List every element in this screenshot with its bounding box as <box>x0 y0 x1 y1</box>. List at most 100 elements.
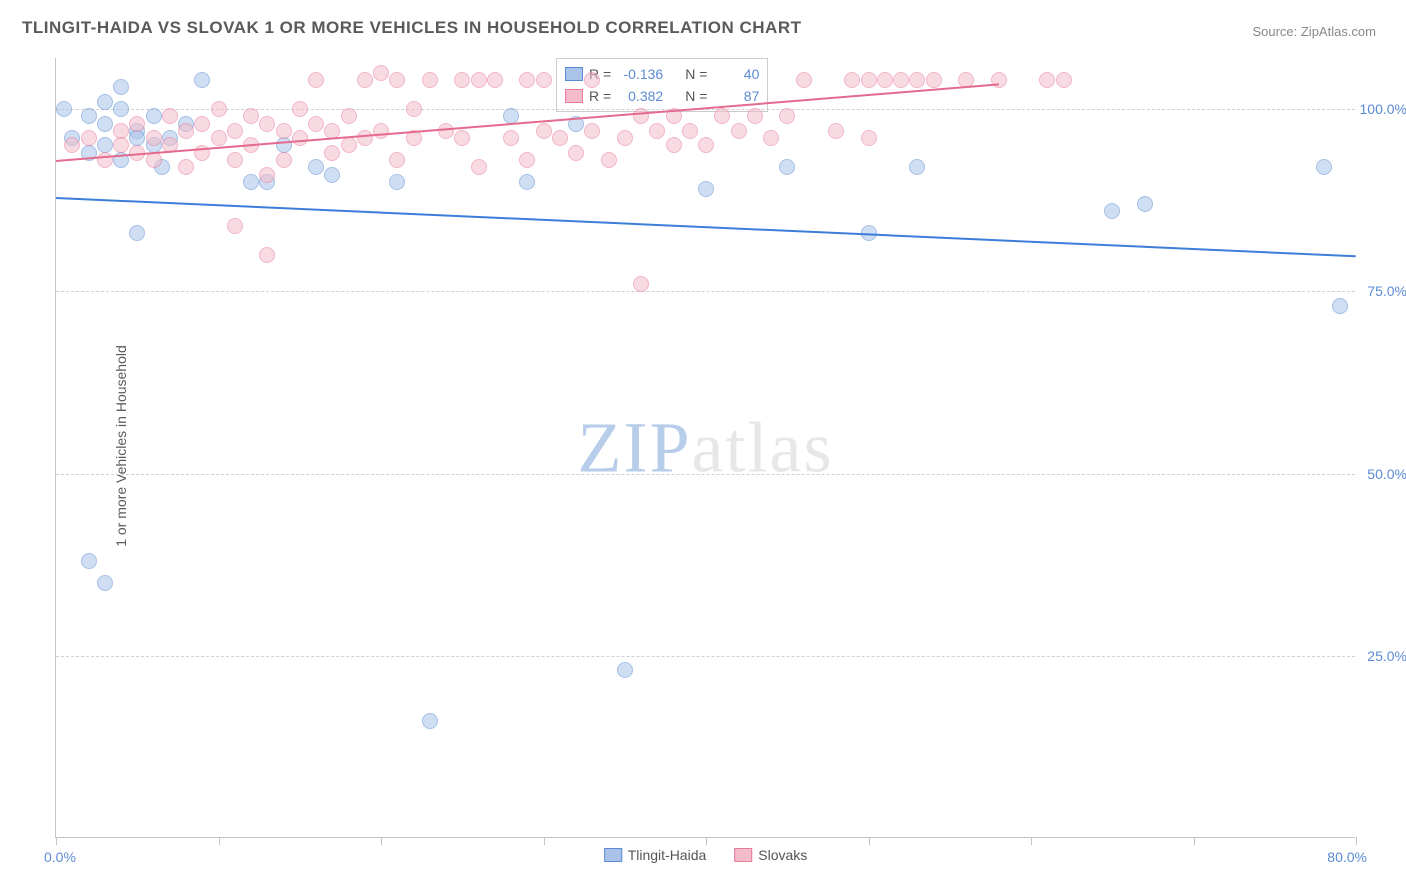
data-point <box>633 276 649 292</box>
data-point <box>487 72 503 88</box>
data-point <box>113 101 129 117</box>
data-point <box>259 167 275 183</box>
data-point <box>146 108 162 124</box>
data-point <box>779 159 795 175</box>
data-point <box>503 130 519 146</box>
data-point <box>81 130 97 146</box>
data-point <box>926 72 942 88</box>
data-point <box>373 65 389 81</box>
data-point <box>129 130 145 146</box>
data-point <box>649 123 665 139</box>
data-point <box>422 713 438 729</box>
data-point <box>422 72 438 88</box>
data-point <box>1056 72 1072 88</box>
data-point <box>438 123 454 139</box>
data-point <box>406 101 422 117</box>
r-value: 0.382 <box>617 88 663 104</box>
x-axis-max-label: 80.0% <box>1327 849 1367 865</box>
data-point <box>227 152 243 168</box>
series-legend: Tlingit-Haida Slovaks <box>604 847 808 863</box>
y-tick-label: 25.0% <box>1367 648 1406 664</box>
data-point <box>1316 159 1332 175</box>
data-point <box>324 145 340 161</box>
watermark-zip: ZIP <box>578 407 692 487</box>
data-point <box>243 108 259 124</box>
data-point <box>1137 196 1153 212</box>
legend-swatch <box>734 848 752 862</box>
data-point <box>536 123 552 139</box>
stats-legend-row: R =0.382N =87 <box>565 85 759 107</box>
data-point <box>666 137 682 153</box>
data-point <box>308 116 324 132</box>
x-tick <box>56 837 57 845</box>
trend-line <box>56 197 1356 257</box>
data-point <box>536 72 552 88</box>
data-point <box>308 159 324 175</box>
data-point <box>1104 203 1120 219</box>
data-point <box>1332 298 1348 314</box>
data-point <box>617 130 633 146</box>
data-point <box>698 181 714 197</box>
x-tick <box>381 837 382 845</box>
data-point <box>682 123 698 139</box>
data-point <box>844 72 860 88</box>
data-point <box>259 116 275 132</box>
data-point <box>373 123 389 139</box>
data-point <box>292 130 308 146</box>
source-value: ZipAtlas.com <box>1301 24 1376 39</box>
x-tick <box>544 837 545 845</box>
y-tick-label: 100.0% <box>1360 101 1406 117</box>
source-attribution: Source: ZipAtlas.com <box>1252 24 1376 39</box>
data-point <box>454 130 470 146</box>
data-point <box>146 130 162 146</box>
data-point <box>698 137 714 153</box>
y-tick-label: 75.0% <box>1367 283 1406 299</box>
data-point <box>861 130 877 146</box>
x-tick <box>1194 837 1195 845</box>
watermark-atlas: atlas <box>692 407 834 487</box>
data-point <box>471 72 487 88</box>
data-point <box>714 108 730 124</box>
data-point <box>308 72 324 88</box>
data-point <box>211 130 227 146</box>
data-point <box>633 108 649 124</box>
data-point <box>601 152 617 168</box>
data-point <box>519 72 535 88</box>
data-point <box>471 159 487 175</box>
gridline <box>56 291 1355 292</box>
data-point <box>389 174 405 190</box>
y-tick-label: 50.0% <box>1367 466 1406 482</box>
x-tick <box>869 837 870 845</box>
n-label: N = <box>685 88 707 104</box>
legend-label: Slovaks <box>758 847 807 863</box>
data-point <box>97 94 113 110</box>
legend-label: Tlingit-Haida <box>628 847 707 863</box>
chart-title: TLINGIT-HAIDA VS SLOVAK 1 OR MORE VEHICL… <box>22 18 802 38</box>
data-point <box>81 108 97 124</box>
data-point <box>113 137 129 153</box>
data-point <box>178 159 194 175</box>
data-point <box>617 662 633 678</box>
x-tick <box>219 837 220 845</box>
data-point <box>341 108 357 124</box>
data-point <box>584 72 600 88</box>
data-point <box>162 108 178 124</box>
data-point <box>276 123 292 139</box>
x-tick <box>706 837 707 845</box>
scatter-plot-area: ZIPatlas R =-0.136N =40R =0.382N =87 Tli… <box>55 58 1355 838</box>
n-value: 87 <box>713 88 759 104</box>
legend-swatch <box>604 848 622 862</box>
n-value: 40 <box>713 66 759 82</box>
data-point <box>1039 72 1055 88</box>
x-tick <box>1031 837 1032 845</box>
data-point <box>519 152 535 168</box>
data-point <box>194 116 210 132</box>
gridline <box>56 474 1355 475</box>
data-point <box>324 167 340 183</box>
x-axis-min-label: 0.0% <box>44 849 76 865</box>
data-point <box>552 130 568 146</box>
data-point <box>211 101 227 117</box>
data-point <box>568 145 584 161</box>
data-point <box>113 79 129 95</box>
data-point <box>178 123 194 139</box>
